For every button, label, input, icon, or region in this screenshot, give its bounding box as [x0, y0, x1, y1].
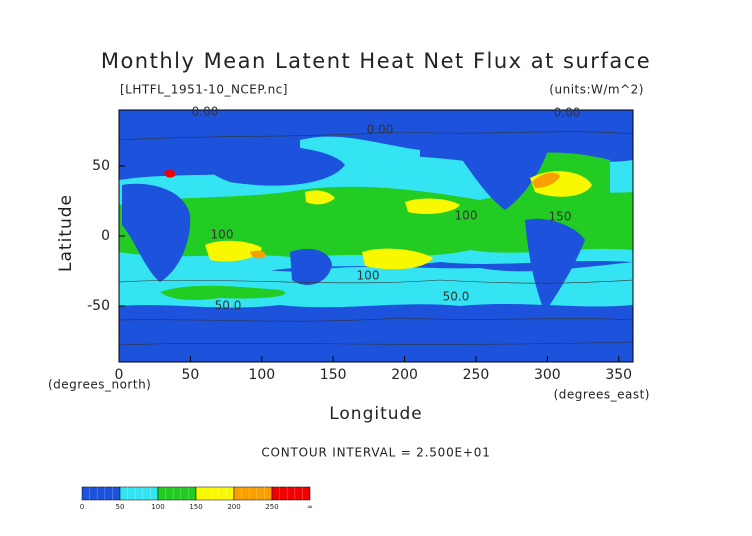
colorbar-label: 50 — [116, 503, 125, 511]
contour-line — [119, 341, 633, 346]
x-tick-label: 250 — [463, 367, 490, 383]
contour-line — [119, 317, 633, 322]
colorbar-label: 0 — [80, 503, 84, 511]
y-tick-label: 0 — [101, 228, 110, 244]
x-tick-label: 0 — [115, 367, 124, 383]
units: (units:W/m^2) — [549, 83, 644, 97]
x-tick-label: 100 — [248, 367, 275, 383]
colorbar-segment — [195, 486, 235, 501]
contour-label: 100 — [211, 228, 234, 242]
map-fill — [200, 145, 345, 186]
map-fill — [205, 240, 262, 262]
colorbar-label: ∞ — [307, 503, 313, 511]
colorbar-label: 250 — [265, 503, 278, 511]
map-fill — [160, 285, 286, 300]
colorbar-segment — [233, 486, 273, 501]
contour-label: 100 — [357, 269, 380, 283]
colorbar-segment — [81, 486, 121, 501]
contour-line — [119, 131, 633, 141]
colorbar-segment — [119, 486, 159, 501]
map-fill — [164, 169, 176, 178]
map-fill — [250, 250, 266, 259]
x-tick-label: 50 — [181, 367, 199, 383]
x-tick-label: 300 — [534, 367, 561, 383]
map — [119, 110, 633, 362]
y-unit: (degrees_north) — [48, 378, 151, 392]
contour-label: 100 — [455, 209, 478, 223]
source-file: [LHTFL_1951-10_NCEP.nc] — [120, 83, 288, 97]
x-unit: (degrees_east) — [554, 388, 650, 402]
chart-title: Monthly Mean Latent Heat Net Flux at sur… — [101, 49, 651, 73]
y-tick-label: 50 — [92, 158, 110, 174]
x-tick-label: 150 — [320, 367, 347, 383]
map-fill — [122, 183, 191, 282]
contour-line — [119, 279, 633, 284]
map-fill — [305, 190, 335, 205]
contour-label: 50.0 — [215, 299, 242, 313]
x-tick-label: 350 — [605, 367, 632, 383]
contour-label: 0.00 — [192, 105, 219, 119]
map-fill — [405, 198, 460, 214]
contour-label: 0.00 — [554, 106, 581, 120]
colorbar-label: 200 — [227, 503, 240, 511]
y-axis-title: Latitude — [56, 194, 76, 272]
contour-label: 0.00 — [367, 123, 394, 137]
colorbar-segment — [271, 486, 311, 501]
map-fill — [532, 172, 560, 188]
map-fill — [362, 248, 433, 270]
contour-label: 50.0 — [443, 290, 470, 304]
contour-interval: CONTOUR INTERVAL = 2.500E+01 — [261, 446, 490, 460]
y-tick-label: -50 — [87, 298, 110, 314]
x-tick-label: 200 — [391, 367, 418, 383]
map-fill — [290, 248, 332, 285]
contour-label: 150 — [549, 210, 572, 224]
colorbar-label: 100 — [151, 503, 164, 511]
colorbar-label: 150 — [189, 503, 202, 511]
map-fill — [455, 126, 548, 210]
map-fill — [525, 218, 585, 312]
colorbar-segment — [157, 486, 197, 501]
x-axis-title: Longitude — [329, 404, 423, 424]
